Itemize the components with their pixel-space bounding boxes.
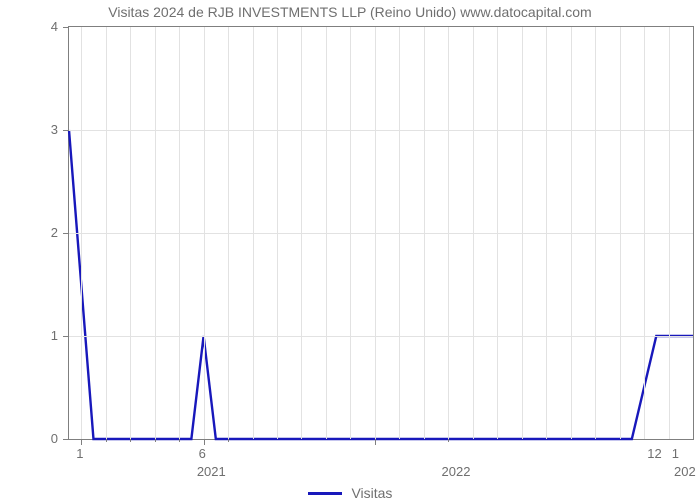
gridline-h (69, 233, 693, 234)
x-tick-major (204, 439, 205, 445)
y-tick (63, 130, 69, 131)
x-tick-minor (228, 439, 229, 442)
gridline-v (522, 27, 523, 439)
gridline-v (571, 27, 572, 439)
x-tick-minor (155, 439, 156, 442)
gridline-v (424, 27, 425, 439)
x-tick-label: 6 (199, 446, 206, 461)
gridline-v (669, 27, 670, 439)
gridline-v (399, 27, 400, 439)
x-tick-minor (179, 439, 180, 442)
gridline-v (204, 27, 205, 439)
y-tick (63, 233, 69, 234)
gridline-v (277, 27, 278, 439)
x-tick-minor (448, 439, 449, 442)
y-tick-label: 2 (51, 225, 58, 240)
gridline-v (155, 27, 156, 439)
x-tick-label: 12 (647, 446, 661, 461)
gridline-v (644, 27, 645, 439)
gridline-v (546, 27, 547, 439)
x-tick-major (375, 439, 376, 445)
gridline-v (81, 27, 82, 439)
y-tick-label: 0 (51, 431, 58, 446)
gridline-v (473, 27, 474, 439)
gridline-h (69, 130, 693, 131)
y-tick (63, 439, 69, 440)
y-tick-label: 3 (51, 122, 58, 137)
gridline-v (228, 27, 229, 439)
gridline-v (130, 27, 131, 439)
gridline-v (448, 27, 449, 439)
gridline-v (375, 27, 376, 439)
x-year-label: 202 (674, 464, 696, 479)
gridline-v (179, 27, 180, 439)
gridline-v (350, 27, 351, 439)
chart-title: Visitas 2024 de RJB INVESTMENTS LLP (Rei… (0, 4, 700, 20)
legend-label: Visitas (351, 485, 392, 501)
y-tick (63, 336, 69, 337)
gridline-v (497, 27, 498, 439)
x-year-label: 2022 (442, 464, 471, 479)
gridline-v (326, 27, 327, 439)
legend-swatch (308, 492, 342, 495)
gridline-v (595, 27, 596, 439)
gridline-h (69, 336, 693, 337)
x-tick-major (81, 439, 82, 445)
y-tick-label: 4 (51, 19, 58, 34)
gridline-v (301, 27, 302, 439)
x-tick-minor (130, 439, 131, 442)
gridline-v (106, 27, 107, 439)
x-year-label: 2021 (197, 464, 226, 479)
gridline-v (253, 27, 254, 439)
legend: Visitas (0, 484, 700, 501)
x-tick-label: 1 (672, 446, 679, 461)
y-tick-label: 1 (51, 328, 58, 343)
y-tick (63, 27, 69, 28)
gridline-v (620, 27, 621, 439)
plot-area (68, 26, 694, 440)
chart-container: Visitas 2024 de RJB INVESTMENTS LLP (Rei… (0, 0, 700, 500)
x-tick-minor (106, 439, 107, 442)
x-tick-label: 1 (76, 446, 83, 461)
